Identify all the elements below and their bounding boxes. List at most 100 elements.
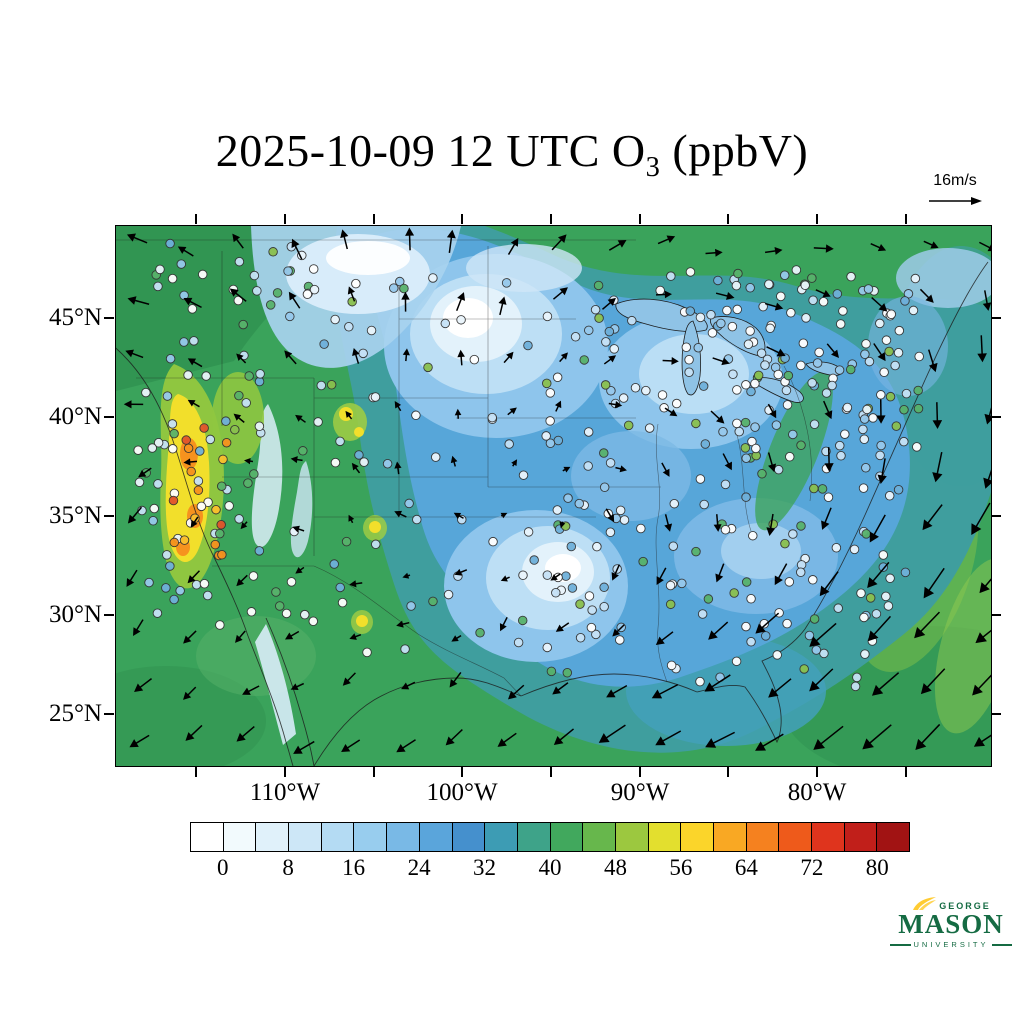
station-marker	[574, 498, 585, 509]
station-marker	[584, 591, 595, 601]
station-marker	[183, 443, 194, 454]
station-marker	[592, 541, 602, 552]
wind-arrow	[712, 357, 730, 366]
station-marker	[858, 424, 868, 435]
station-marker	[583, 461, 593, 471]
wind-reference-arrow-icon	[929, 197, 982, 205]
station-marker	[529, 555, 539, 565]
station-marker	[862, 404, 872, 415]
plot-title: 2025-10-09 12 UTC O3 (ppbV)	[0, 124, 1024, 184]
station-marker	[428, 273, 438, 283]
wind-arrow	[352, 347, 360, 364]
wind-arrow	[451, 634, 462, 642]
wind-arrow	[240, 521, 248, 530]
station-marker	[155, 264, 165, 275]
wind-arrow	[813, 725, 844, 750]
wind-arrow	[125, 349, 144, 359]
wind-arrow	[401, 681, 416, 690]
axis-tick	[727, 767, 729, 777]
wind-arrow	[603, 355, 617, 365]
station-marker	[584, 325, 594, 336]
station-marker	[457, 514, 467, 525]
station-marker	[412, 514, 422, 525]
station-marker	[562, 667, 573, 678]
wind-arrow	[554, 400, 562, 412]
wind-arrow	[552, 287, 568, 300]
colorbar-cell	[877, 823, 910, 851]
axis-tick	[905, 767, 907, 777]
station-marker	[731, 280, 742, 291]
station-marker	[750, 378, 760, 389]
station-marker	[659, 403, 669, 413]
station-observations	[133, 238, 924, 692]
wind-arrow	[291, 238, 303, 260]
colorbar-cell	[485, 823, 518, 851]
station-marker	[760, 360, 770, 370]
station-marker	[864, 356, 875, 367]
station-marker	[428, 596, 438, 607]
lat-axis-label: 45°N	[48, 304, 102, 331]
wind-arrow	[498, 296, 507, 316]
station-marker	[234, 256, 245, 267]
station-marker	[760, 631, 771, 641]
wind-arrow	[507, 407, 517, 416]
station-marker	[216, 520, 226, 530]
station-marker	[716, 318, 726, 329]
station-marker	[152, 608, 163, 618]
wind-arrow	[871, 297, 888, 312]
wind-arrow	[183, 458, 198, 466]
station-marker	[883, 601, 894, 611]
wind-arrow	[984, 393, 991, 425]
wind-arrow	[767, 452, 777, 473]
station-marker	[186, 466, 196, 477]
wind-arrow	[559, 352, 568, 363]
station-marker	[757, 468, 767, 479]
wind-arrow	[500, 575, 510, 582]
station-marker	[286, 577, 297, 587]
station-marker	[878, 550, 889, 560]
colorbar-tick-label: 72	[800, 855, 824, 880]
wind-arrow	[244, 457, 254, 465]
station-marker	[599, 448, 609, 458]
wind-arrow	[394, 510, 407, 518]
wind-arrow	[236, 725, 255, 742]
wind-arrow	[293, 740, 315, 754]
station-marker	[893, 484, 904, 495]
station-marker	[469, 354, 480, 365]
station-marker	[845, 364, 856, 375]
wind-arrow	[821, 507, 832, 530]
station-marker	[748, 530, 758, 541]
station-marker	[579, 355, 589, 365]
wind-arrow	[919, 288, 934, 303]
station-marker	[591, 629, 601, 640]
logo-rule-left	[890, 943, 911, 946]
station-marker	[644, 423, 655, 433]
station-marker	[195, 446, 205, 456]
station-marker	[203, 497, 213, 507]
station-marker	[878, 562, 889, 572]
lat-axis-label: 25°N	[48, 700, 102, 727]
station-marker	[743, 339, 754, 350]
station-marker	[281, 608, 292, 619]
station-marker	[148, 515, 158, 526]
station-marker	[707, 328, 718, 338]
station-marker	[169, 428, 179, 439]
station-marker	[181, 435, 191, 445]
station-marker	[517, 615, 528, 626]
wind-arrow	[979, 567, 991, 594]
wind-arrow	[867, 615, 892, 642]
station-marker	[751, 443, 761, 454]
wind-arrow	[183, 297, 202, 309]
station-marker	[221, 437, 232, 448]
logo-rule-right	[991, 943, 1013, 946]
station-marker	[791, 265, 802, 275]
wind-arrow	[229, 288, 247, 302]
colorbar-tick-label: 16	[342, 855, 366, 880]
colorbar-cell	[550, 823, 584, 851]
station-marker	[691, 546, 701, 557]
wind-arrow	[232, 233, 244, 249]
station-marker	[669, 498, 680, 509]
station-marker	[809, 419, 820, 429]
wind-arrow	[972, 670, 991, 696]
station-marker	[193, 476, 204, 486]
